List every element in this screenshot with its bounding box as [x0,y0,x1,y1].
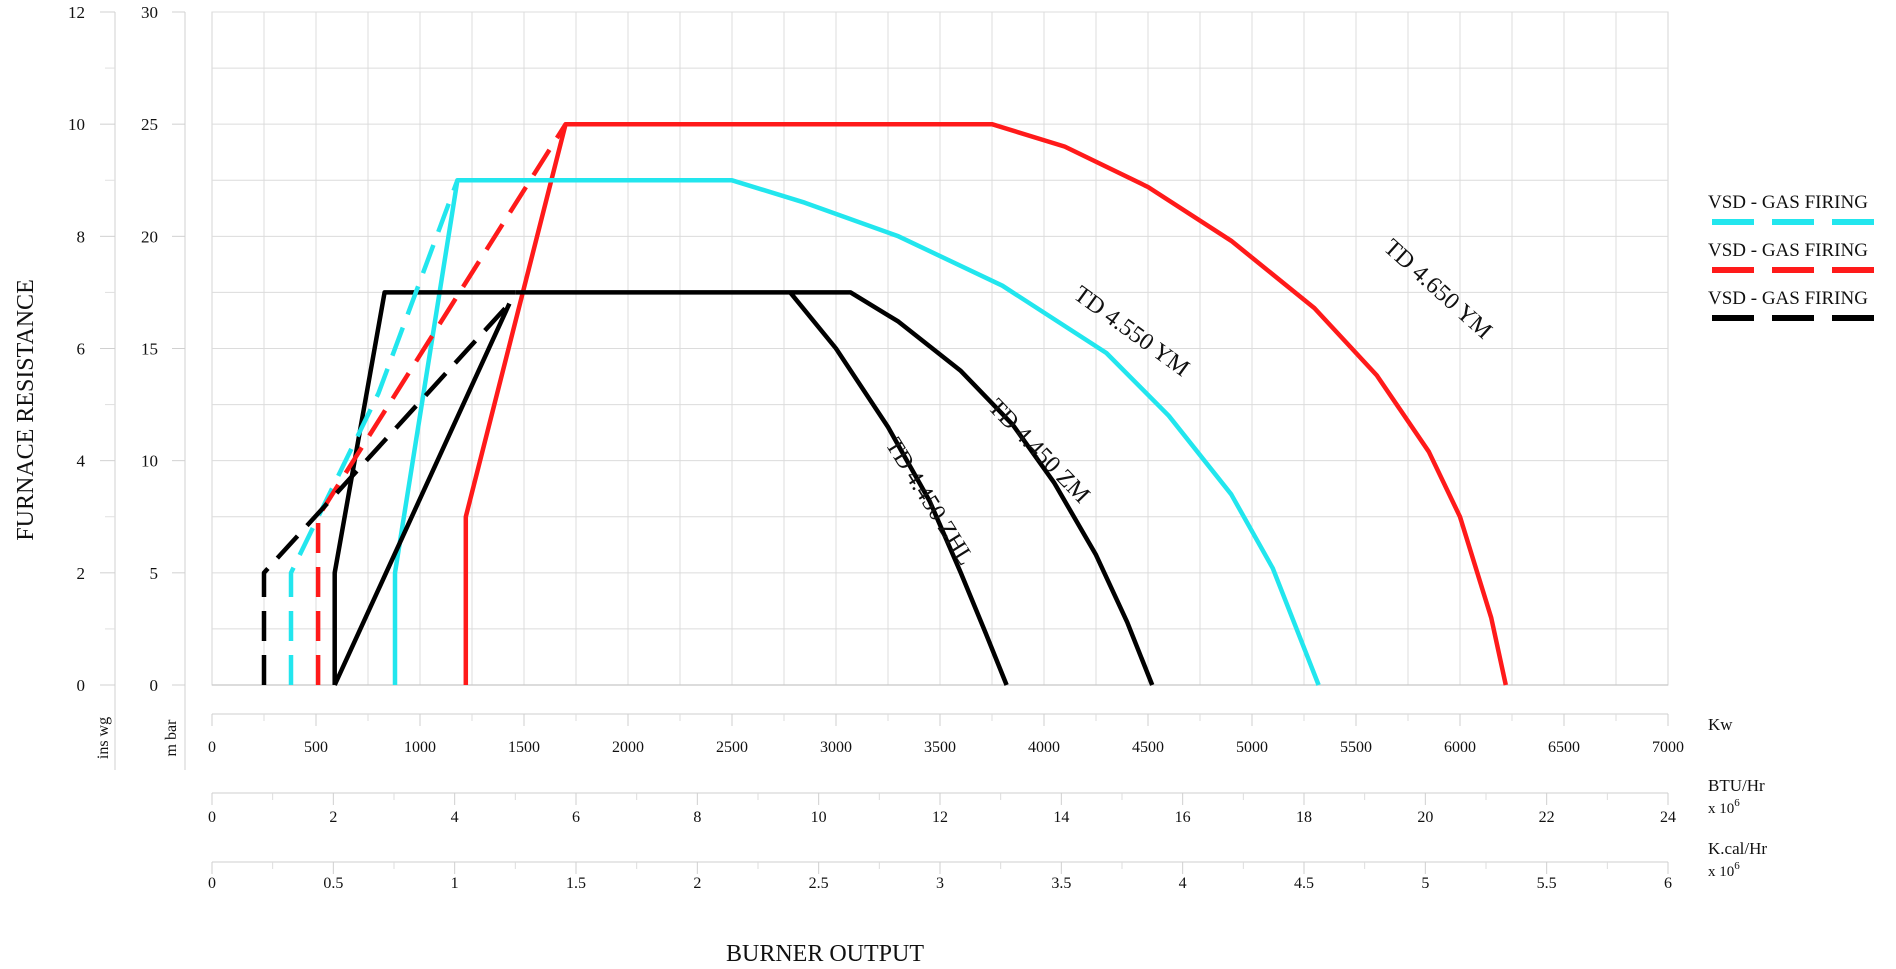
x-axis-unit: Kw [1708,715,1733,734]
y-tick-label-ins-wg: 0 [77,676,86,695]
legend-label: VSD - GAS FIRING [1708,192,1868,213]
x-tick-label: 12 [932,809,948,826]
x-tick-label: 2 [693,875,701,892]
y-tick-label-ins-wg: 12 [68,3,85,22]
series-line-td-4-450-zhl [788,290,1009,686]
y-tick-label-ins-wg: 8 [77,227,86,246]
x-tick-label: 6500 [1548,739,1580,756]
x-tick-label: 10 [811,809,827,826]
x-tick-label: 24 [1660,809,1676,826]
x-tick-label: 4 [451,809,459,826]
x-tick-label: 5500 [1340,739,1372,756]
y-axis-unit-ins-wg: ins wg [95,717,112,759]
x-axis-unit: K.cal/Hr [1708,839,1767,858]
curve-label: TD 4.450 ZM [983,394,1095,508]
y-tick-label-mbar: 10 [141,452,158,471]
x-tick-label: 500 [304,739,328,756]
x-tick-label: 8 [693,809,701,826]
chart-series [261,121,1508,686]
series-line-td-4-550-ym [392,178,1321,686]
legend-label: VSD - GAS FIRING [1708,240,1868,261]
x-tick-label: 2.5 [809,875,829,892]
series-line-td-4-450-zm [515,290,1155,686]
x-tick-label: 3000 [820,739,852,756]
y-tick-label-ins-wg: 4 [77,452,86,471]
y-axis-title: FURNACE RESISTANCE [13,279,39,540]
x-tick-label: 4500 [1132,739,1164,756]
x-tick-label: 20 [1417,809,1433,826]
x-tick-label: 0.5 [323,875,343,892]
y-axis-unit-mbar: m bar [163,719,180,757]
x-tick-label: 6000 [1444,739,1476,756]
x-tick-label: 16 [1175,809,1191,826]
y-axes: 0 2 4 6 8 10 12 0 5 10 15 20 25 30 ins wg m bar [68,3,186,770]
y-tick-label-mbar: 20 [141,227,158,246]
curve-label: TD 4.550 YM [1069,281,1194,382]
x-axis-unit: BTU/Hr [1708,776,1765,795]
x-tick-label: 7000 [1652,739,1684,756]
x-axis-title: BURNER OUTPUT [726,941,924,967]
x-tick-label: 4.5 [1294,875,1314,892]
chart-legend: VSD - GAS FIRING VSD - GAS FIRING VSD - GA… [1708,192,1890,321]
x-tick-label: 3500 [924,739,956,756]
x-tick-label: 1000 [404,739,436,756]
x-axis-multiplier: x 106 [1708,860,1740,880]
x-tick-label: 1500 [508,739,540,756]
x-tick-label: 1.5 [566,875,586,892]
x-tick-label: 5000 [1236,739,1268,756]
curve-label: TD 4.450 ZHL [880,434,979,570]
x-tick-label: 0 [208,875,216,892]
y-tick-label-ins-wg: 10 [68,115,85,134]
x-tick-label: 5.5 [1537,875,1557,892]
x-tick-label: 14 [1053,809,1069,826]
x-tick-label: 2500 [716,739,748,756]
x-tick-label: 4000 [1028,739,1060,756]
y-tick-label-ins-wg: 6 [77,340,86,359]
x-axis-multiplier: x 106 [1708,797,1740,817]
x-tick-label: 0 [208,809,216,826]
x-axis-exponent: 6 [1734,797,1740,809]
x-tick-label: 4 [1179,875,1187,892]
curve-label: TD 4.650 YM [1378,234,1496,344]
x-tick-label: 6 [1664,875,1672,892]
x-tick-label: 3.5 [1051,875,1071,892]
x-tick-label: 6 [572,809,580,826]
series-line-dashed [288,179,460,685]
y-tick-label-mbar: 5 [150,564,159,583]
x-tick-label: 3 [936,875,944,892]
x-tick-label: 2000 [612,739,644,756]
x-tick-label: 22 [1539,809,1555,826]
series-line-solid [332,302,512,686]
legend-label: VSD - GAS FIRING [1708,288,1868,309]
y-tick-label-mbar: 0 [150,676,159,695]
y-tick-label-mbar: 30 [141,3,158,22]
x-tick-label: 1 [451,875,459,892]
y-tick-label-mbar: 15 [141,340,158,359]
x-axes: 0 500 1000 1500 2000 2500 3000 3500 4000 4500 5000… [208,713,1767,892]
x-tick-label: 18 [1296,809,1312,826]
y-tick-label-ins-wg: 2 [77,564,86,583]
series-line-dashed [261,302,512,685]
series-line-dashed [315,123,568,685]
y-tick-label-mbar: 25 [141,115,158,134]
x-tick-label: 2 [329,809,337,826]
x-axis-exponent: 6 [1734,860,1740,872]
x-tick-label: 0 [208,739,216,756]
x-tick-label: 5 [1421,875,1429,892]
